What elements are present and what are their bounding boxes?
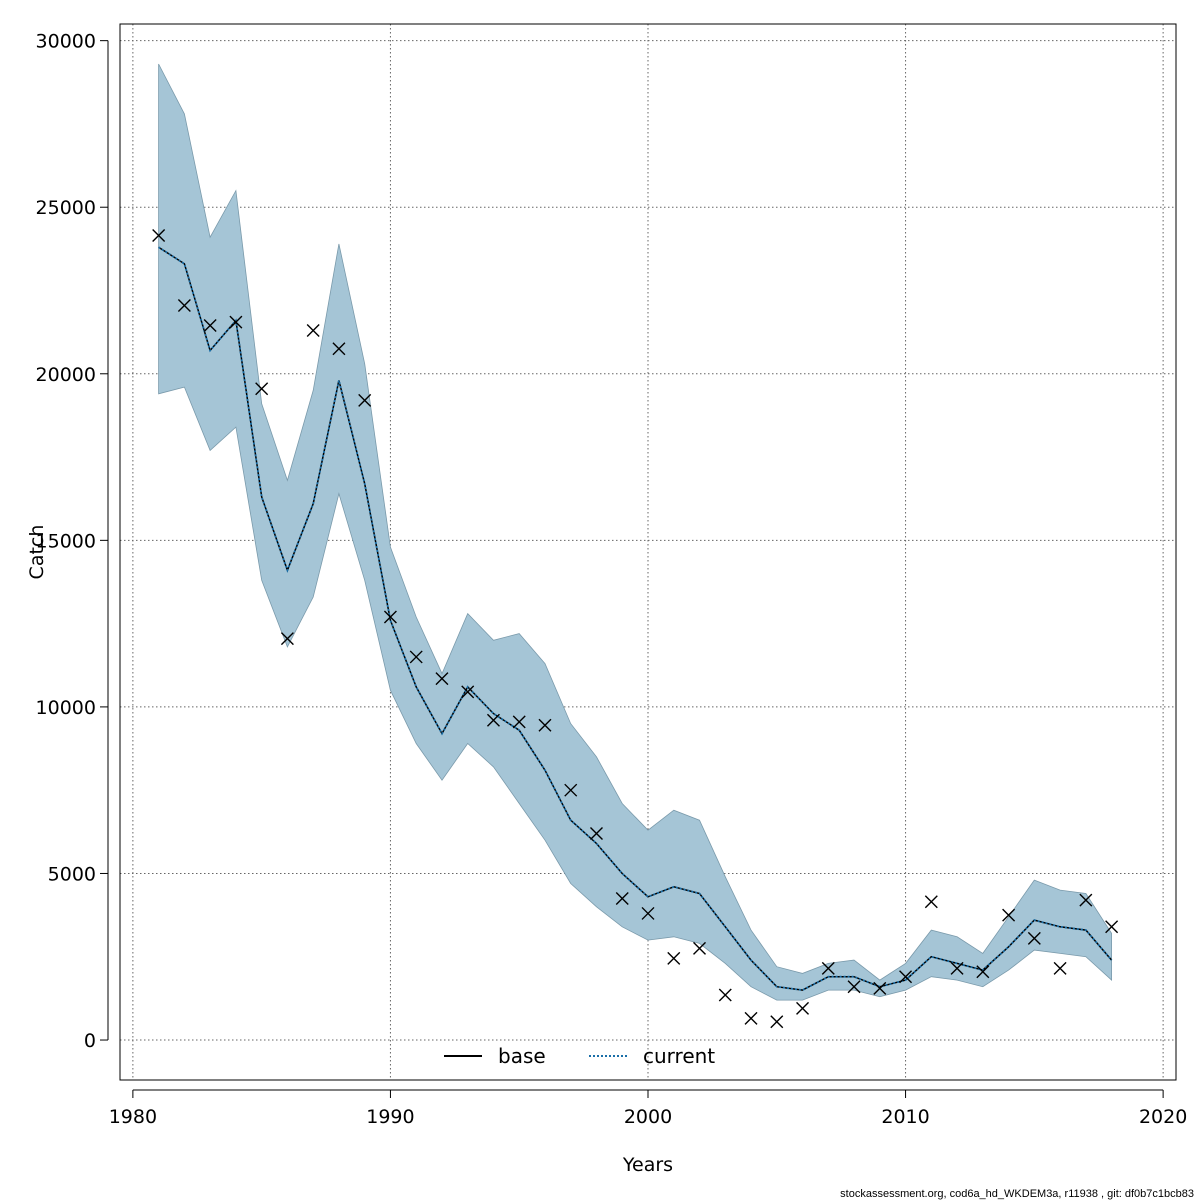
observation-point-2018 xyxy=(1105,920,1119,934)
y-axis-title: Catch xyxy=(26,525,48,580)
observation-point-1992 xyxy=(435,672,449,686)
observation-point-1990 xyxy=(383,610,397,624)
observation-point-1993 xyxy=(461,685,475,699)
observation-markers xyxy=(152,229,1119,1029)
observation-point-2002 xyxy=(693,941,707,955)
axes: 1980 1990 2000 2010 2020 0 5000 10000 15000 20000… xyxy=(36,31,1188,1128)
legend-label-base: base xyxy=(498,1044,546,1068)
series-line-current xyxy=(158,246,1113,992)
x-tick-label-1990: 1990 xyxy=(366,1106,414,1128)
observation-point-1981 xyxy=(152,229,166,243)
legend: base current xyxy=(444,1044,715,1068)
observation-point-2000 xyxy=(641,906,655,920)
y-tick-label-10000: 10000 xyxy=(36,697,96,719)
x-tick-label-2020: 2020 xyxy=(1139,1106,1187,1128)
observation-point-1999 xyxy=(615,891,629,905)
x-tick-label-1980: 1980 xyxy=(109,1106,157,1128)
observation-point-2016 xyxy=(1053,961,1067,975)
y-tick-label-30000: 30000 xyxy=(36,31,96,53)
observation-point-2017 xyxy=(1079,893,1093,907)
observation-point-2014 xyxy=(1002,908,1016,922)
observation-point-1998 xyxy=(589,826,603,840)
y-tick-label-20000: 20000 xyxy=(36,364,96,386)
observation-point-1996 xyxy=(538,718,552,732)
observation-point-2011 xyxy=(924,895,938,909)
confidence-band xyxy=(158,63,1112,1001)
observation-point-2006 xyxy=(796,1001,810,1015)
y-tick-label-25000: 25000 xyxy=(36,197,96,219)
observation-point-2005 xyxy=(770,1015,784,1029)
confidence-band-area xyxy=(158,63,1112,1001)
observation-point-2012 xyxy=(950,961,964,975)
observation-point-2001 xyxy=(667,951,681,965)
footer-caption: stockassessment.org, cod6a_hd_WKDEM3a, r… xyxy=(840,1188,1194,1200)
observation-point-1991 xyxy=(409,650,423,664)
grid xyxy=(120,24,1176,1080)
x-tick-label-2000: 2000 xyxy=(624,1106,672,1128)
observation-point-1995 xyxy=(512,715,526,729)
y-tick-label-15000: 15000 xyxy=(36,530,96,552)
observation-point-2013 xyxy=(976,965,990,979)
x-axis-title: Years xyxy=(622,1154,673,1176)
observation-point-2015 xyxy=(1027,931,1041,945)
observation-point-1986 xyxy=(280,632,294,646)
observation-point-1982 xyxy=(177,298,191,312)
legend-label-current: current xyxy=(643,1044,715,1068)
observation-point-2009 xyxy=(873,981,887,995)
observation-point-1994 xyxy=(486,713,500,727)
observation-point-1988 xyxy=(332,342,346,356)
observation-point-1984 xyxy=(229,315,243,329)
x-tick-label-2010: 2010 xyxy=(881,1106,929,1128)
observation-point-1987 xyxy=(306,323,320,337)
plot-frame xyxy=(119,23,1177,1081)
y-tick-label-5000: 5000 xyxy=(48,863,96,885)
observation-point-2007 xyxy=(821,961,835,975)
observation-point-1997 xyxy=(564,783,578,797)
observation-point-1983 xyxy=(203,318,217,332)
series-lines xyxy=(158,246,1113,992)
observation-point-1989 xyxy=(358,393,372,407)
observation-point-2004 xyxy=(744,1011,758,1025)
observation-point-2003 xyxy=(718,988,732,1002)
observation-point-1985 xyxy=(255,382,269,396)
observation-point-2010 xyxy=(899,970,913,984)
observation-point-2008 xyxy=(847,980,861,994)
y-tick-label-0: 0 xyxy=(84,1030,96,1052)
